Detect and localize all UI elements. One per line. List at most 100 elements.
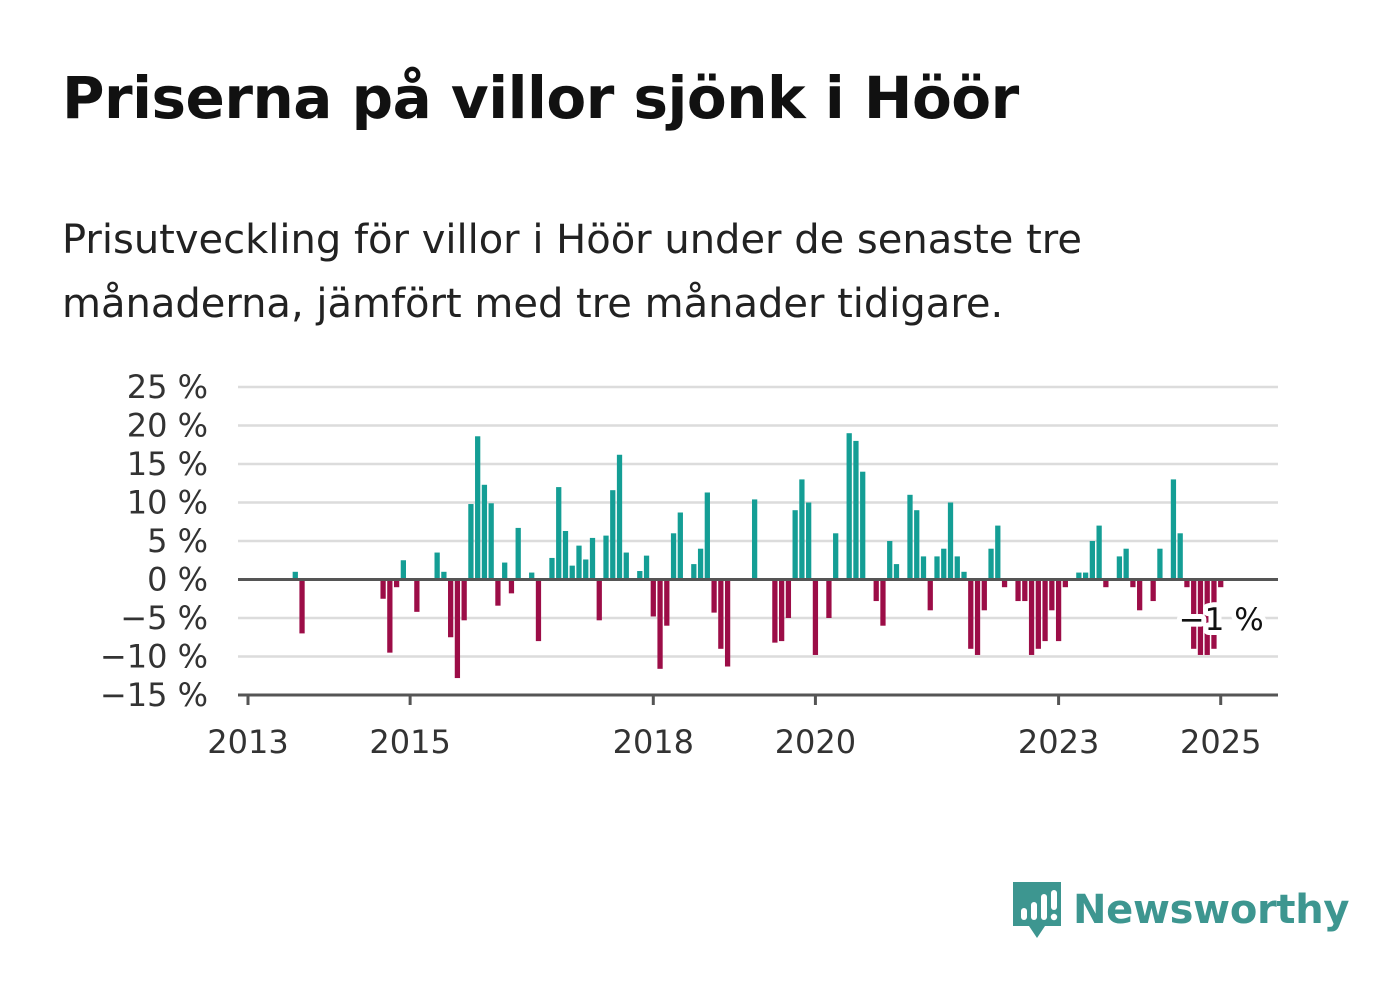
bar bbox=[556, 487, 562, 580]
bar bbox=[393, 579, 400, 588]
bar bbox=[947, 502, 954, 580]
bar bbox=[846, 433, 852, 580]
bar bbox=[880, 579, 886, 626]
axes bbox=[238, 578, 1278, 705]
bar bbox=[718, 579, 724, 649]
last-value-label: −1 % bbox=[1179, 602, 1264, 638]
x-tick-label: 2013 bbox=[207, 723, 288, 761]
bar bbox=[677, 512, 683, 580]
bar bbox=[495, 579, 501, 606]
bar bbox=[697, 548, 704, 580]
bar bbox=[583, 559, 589, 580]
bar bbox=[657, 579, 663, 669]
bar bbox=[468, 504, 474, 580]
x-axis-labels: 2013 2015 2018 2020 2023 2025 bbox=[207, 723, 1261, 761]
bar bbox=[623, 552, 629, 580]
bar bbox=[961, 571, 967, 580]
bar bbox=[488, 503, 494, 580]
bar bbox=[1218, 579, 1224, 588]
bar bbox=[670, 533, 677, 580]
bar bbox=[562, 530, 569, 580]
bar bbox=[981, 579, 987, 611]
y-tick-label: 0 % bbox=[147, 561, 208, 599]
bar bbox=[1001, 579, 1008, 588]
y-tick-label: −5 % bbox=[120, 599, 208, 637]
bar bbox=[569, 565, 575, 580]
bar bbox=[1028, 579, 1035, 655]
bar bbox=[1130, 579, 1136, 588]
bar bbox=[1035, 579, 1041, 649]
bar bbox=[1103, 579, 1109, 588]
bar bbox=[779, 579, 785, 642]
chart-subtitle: Prisutveckling för villor i Höör under d… bbox=[62, 217, 1082, 327]
bar bbox=[968, 579, 974, 649]
bar bbox=[1076, 572, 1082, 580]
bar bbox=[502, 562, 508, 580]
bar bbox=[610, 490, 616, 580]
bar bbox=[1137, 579, 1143, 611]
bar bbox=[1123, 548, 1129, 580]
bar bbox=[812, 579, 819, 655]
bar bbox=[1184, 579, 1190, 588]
bar bbox=[400, 560, 406, 580]
y-tick-label: 20 % bbox=[127, 407, 208, 445]
bar bbox=[1022, 579, 1028, 602]
bar bbox=[785, 579, 792, 618]
bar bbox=[441, 571, 447, 580]
bar bbox=[1055, 579, 1062, 642]
bar bbox=[535, 579, 542, 642]
bar bbox=[292, 571, 298, 580]
y-tick-label: 10 % bbox=[127, 484, 208, 522]
bar bbox=[1170, 479, 1177, 580]
bar bbox=[1089, 541, 1096, 580]
bar bbox=[475, 436, 481, 580]
bar bbox=[387, 579, 393, 653]
bar bbox=[1191, 579, 1197, 649]
bar bbox=[1211, 579, 1217, 649]
bar bbox=[914, 510, 920, 580]
bar bbox=[1204, 579, 1210, 655]
bar bbox=[576, 545, 582, 580]
bar bbox=[650, 579, 656, 617]
chart-title: Priserna på villor sjönk i Höör bbox=[62, 64, 1019, 132]
bar bbox=[853, 440, 859, 580]
bar bbox=[941, 548, 947, 580]
x-tick-label: 2025 bbox=[1180, 723, 1261, 761]
bar bbox=[873, 579, 879, 602]
bar bbox=[434, 552, 440, 580]
bar bbox=[1082, 572, 1089, 580]
bar bbox=[893, 564, 900, 580]
gridlines bbox=[238, 385, 1278, 658]
bar bbox=[664, 579, 670, 626]
brand-name: Newsworthy bbox=[1073, 887, 1350, 933]
bar bbox=[529, 572, 535, 580]
bar bbox=[974, 579, 981, 655]
bar bbox=[1116, 556, 1123, 580]
x-tick-label: 2015 bbox=[369, 723, 450, 761]
bar bbox=[988, 548, 994, 580]
x-tick-label: 2020 bbox=[775, 723, 856, 761]
bar bbox=[833, 533, 839, 580]
bar bbox=[920, 556, 927, 580]
bar bbox=[907, 494, 913, 580]
bar bbox=[448, 579, 454, 638]
bar bbox=[603, 535, 609, 580]
bar bbox=[772, 579, 778, 643]
bar bbox=[454, 579, 461, 679]
bar bbox=[481, 484, 488, 580]
bar bbox=[380, 579, 386, 599]
bar bbox=[934, 556, 940, 580]
y-axis-labels: −15 %−10 %−5 %0 %5 %10 %15 %20 %25 % bbox=[100, 368, 208, 714]
bar bbox=[1015, 579, 1021, 602]
y-tick-label: −10 % bbox=[100, 638, 208, 676]
bar bbox=[589, 537, 596, 580]
bar bbox=[704, 492, 710, 580]
bar bbox=[299, 579, 305, 634]
y-tick-label: 15 % bbox=[127, 445, 208, 483]
bar bbox=[927, 579, 933, 611]
newsworthy-logo-icon bbox=[1013, 882, 1061, 938]
bar bbox=[799, 479, 805, 580]
bar bbox=[751, 499, 758, 580]
y-tick-label: 25 % bbox=[127, 368, 208, 406]
